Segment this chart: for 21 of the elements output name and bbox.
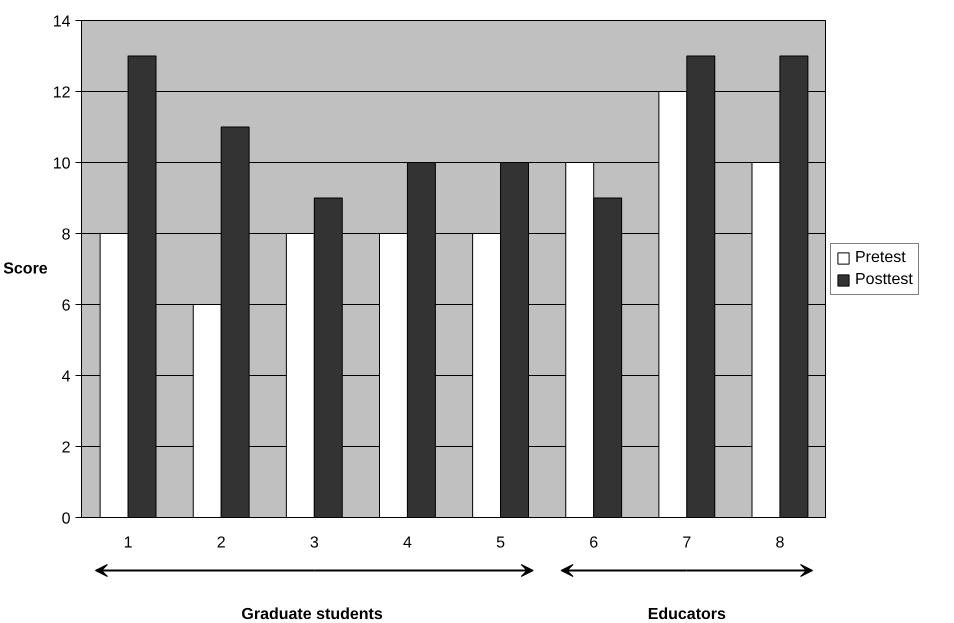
x-tick-label: 1 [124,534,133,552]
x-tick-label: 4 [402,534,412,552]
x-tick-label: 5 [496,534,506,552]
text: Educators [648,606,726,623]
x-tick-label: 8 [775,534,784,552]
y-tick-label: 6 [62,298,71,314]
x-tick-label: 3 [310,534,319,552]
y-tick-label: 0 [62,510,71,528]
y-tick-label: 14 [52,14,71,30]
y-axis-title: Score [3,260,48,278]
y-tick-label: 4 [62,368,71,386]
x-tick-label: 6 [589,534,598,552]
legend-label: Posttest [855,270,913,288]
x-tick-label: 7 [682,534,692,552]
text: Graduate students [241,606,383,623]
y-tick-label: 8 [62,226,71,244]
y-tick-label: 12 [52,84,71,102]
y-tick-label: 10 [52,156,71,172]
y-tick-label: 2 [62,440,71,456]
legend-label: Pretest [855,248,906,266]
x-tick-label: 2 [216,534,226,552]
